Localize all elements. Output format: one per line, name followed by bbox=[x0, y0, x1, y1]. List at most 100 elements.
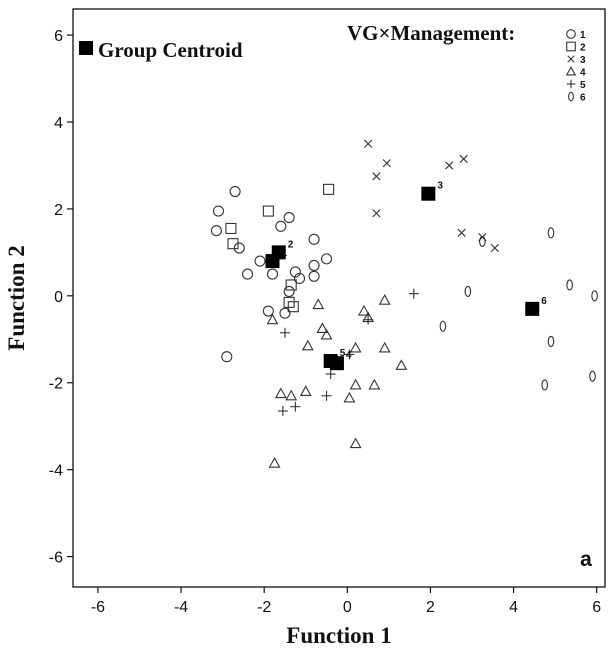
point-group-6 bbox=[547, 335, 555, 348]
legend-marker-4 bbox=[565, 66, 577, 76]
legend-marker-1 bbox=[566, 29, 576, 39]
point-group-1 bbox=[212, 205, 225, 217]
point-group-3 bbox=[457, 228, 466, 237]
point-group-1 bbox=[289, 266, 301, 278]
y-tick-label: 0 bbox=[54, 289, 63, 306]
point-group-1 bbox=[266, 268, 279, 280]
y-tick-label: -6 bbox=[49, 550, 63, 567]
point-group-1 bbox=[242, 268, 254, 280]
centroid-label-4: 4 bbox=[346, 350, 352, 361]
point-group-4 bbox=[299, 385, 312, 396]
point-group-6 bbox=[589, 370, 596, 382]
point-group-1 bbox=[279, 307, 291, 319]
point-group-6 bbox=[547, 227, 555, 239]
x-tick-label: 2 bbox=[426, 599, 435, 616]
point-group-2 bbox=[227, 238, 239, 250]
point-group-6 bbox=[439, 320, 447, 332]
point-group-4 bbox=[301, 339, 314, 351]
legend-item-label-3: 3 bbox=[580, 55, 586, 66]
point-group-3 bbox=[372, 172, 381, 181]
point-group-1 bbox=[262, 305, 274, 317]
point-group-5 bbox=[325, 369, 336, 380]
y-tick-label: -4 bbox=[49, 463, 63, 480]
centroid-2 bbox=[271, 245, 286, 260]
point-group-4 bbox=[312, 298, 325, 310]
axis-ticks: -6 -4 -2 0 2 4 6 -6 -4 -2 0 2 4 6 bbox=[49, 28, 601, 616]
point-group-4 bbox=[316, 322, 329, 333]
point-group-5 bbox=[408, 288, 419, 299]
point-group-2 bbox=[285, 279, 297, 291]
point-group-5 bbox=[279, 327, 290, 338]
centroid-5 bbox=[323, 354, 338, 369]
centroid-label-2: 2 bbox=[288, 239, 294, 250]
point-group-1 bbox=[254, 255, 266, 267]
point-group-4 bbox=[343, 391, 356, 403]
x-axis-title: Function 1 bbox=[286, 623, 391, 648]
x-tick-label: -6 bbox=[91, 599, 105, 616]
data-points bbox=[210, 139, 598, 468]
point-group-1 bbox=[308, 259, 320, 271]
point-group-5 bbox=[277, 405, 288, 416]
point-group-4 bbox=[266, 313, 279, 325]
point-group-4 bbox=[378, 294, 391, 305]
point-group-4 bbox=[285, 389, 298, 401]
point-group-4 bbox=[349, 378, 362, 390]
point-group-5 bbox=[363, 314, 374, 325]
point-group-4 bbox=[368, 378, 381, 390]
point-group-3 bbox=[459, 154, 468, 164]
point-group-1 bbox=[293, 272, 306, 284]
centroid-6 bbox=[525, 301, 540, 316]
point-group-3 bbox=[363, 139, 373, 148]
point-group-6 bbox=[464, 285, 472, 298]
point-group-6 bbox=[566, 279, 573, 291]
point-group-1 bbox=[320, 253, 333, 265]
point-group-2 bbox=[225, 222, 237, 235]
legend-item-label-5: 5 bbox=[580, 80, 586, 91]
y-tick-label: 4 bbox=[54, 115, 63, 132]
point-group-4 bbox=[268, 457, 281, 468]
point-group-6 bbox=[591, 290, 598, 302]
panel-label: a bbox=[580, 548, 592, 571]
legend-item-label-2: 2 bbox=[580, 43, 586, 54]
point-group-2 bbox=[287, 301, 299, 313]
x-tick-label: 0 bbox=[343, 599, 352, 616]
point-group-1 bbox=[308, 233, 320, 245]
point-group-5 bbox=[290, 401, 301, 412]
legend-title: VG×Management: bbox=[347, 21, 515, 45]
point-group-2 bbox=[283, 296, 295, 308]
centroid-legend-marker bbox=[79, 41, 93, 55]
point-group-5 bbox=[321, 390, 332, 401]
point-group-2 bbox=[262, 205, 274, 217]
centroid-3 bbox=[421, 186, 436, 201]
point-group-1 bbox=[308, 270, 320, 282]
point-group-4 bbox=[349, 437, 362, 449]
legend-item-label-1: 1 bbox=[580, 30, 586, 41]
point-group-3 bbox=[372, 209, 381, 218]
point-group-3 bbox=[490, 243, 499, 253]
point-group-4 bbox=[349, 341, 362, 353]
point-group-1 bbox=[210, 225, 222, 237]
point-group-4 bbox=[395, 359, 408, 370]
point-group-6 bbox=[479, 235, 486, 248]
centroid-label-5: 5 bbox=[340, 348, 346, 359]
point-group-4 bbox=[358, 304, 370, 316]
point-group-1 bbox=[283, 212, 295, 224]
legend: 1 23 45 6 bbox=[79, 29, 586, 104]
point-group-1 bbox=[275, 220, 287, 232]
centroid-label-3: 3 bbox=[437, 181, 443, 192]
centroid-legend-label: Group Centroid bbox=[98, 38, 243, 62]
x-tick-label: -2 bbox=[257, 599, 271, 616]
point-group-2 bbox=[323, 183, 335, 195]
point-group-4 bbox=[320, 328, 333, 340]
plot-area bbox=[72, 8, 606, 588]
point-group-4 bbox=[274, 387, 287, 399]
point-group-5 bbox=[344, 349, 355, 360]
y-tick-label: 6 bbox=[54, 28, 63, 45]
legend-marker-6 bbox=[568, 91, 574, 102]
legend-item-label-6: 6 bbox=[580, 93, 586, 104]
legend-item-label-4: 4 bbox=[580, 68, 586, 79]
legend-marker-5 bbox=[566, 79, 576, 89]
x-tick-label: 4 bbox=[509, 599, 518, 616]
